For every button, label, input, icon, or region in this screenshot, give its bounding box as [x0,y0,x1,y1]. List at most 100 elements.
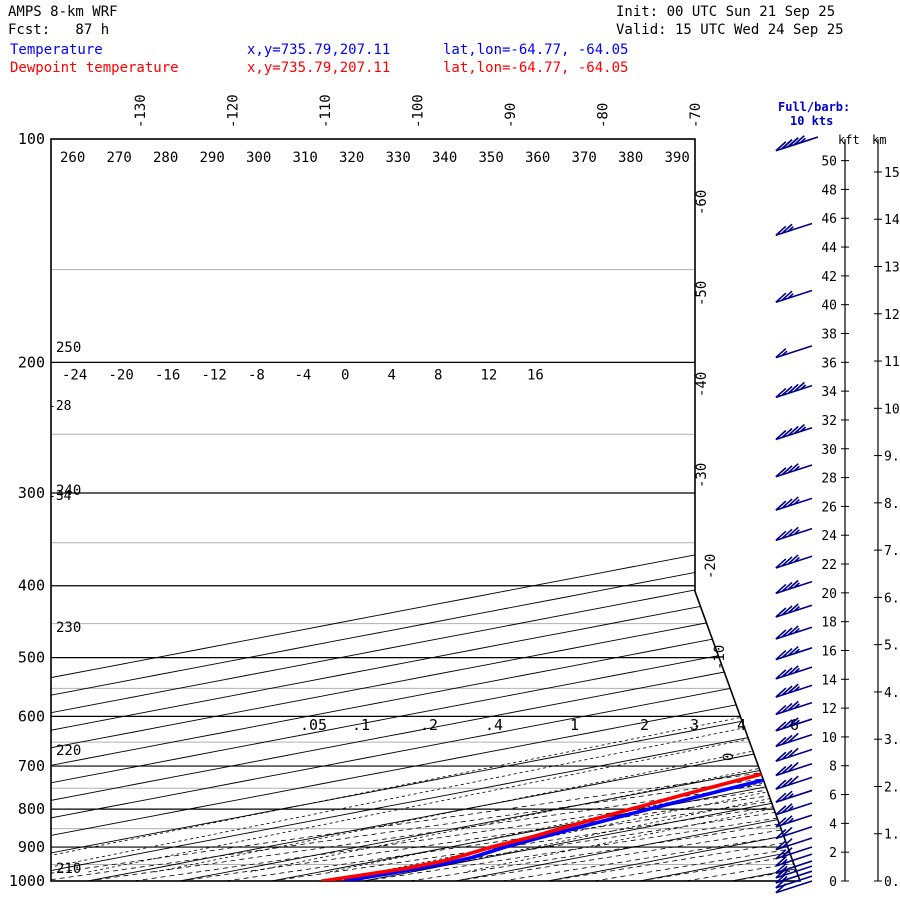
wind-barb-full [775,649,787,661]
km-tick-label: 2. [884,780,900,795]
km-tick-label: 8. [884,497,900,512]
wind-barb-full [787,625,799,636]
isotherm-label-top: -130 [133,94,149,128]
moist-adiabat-line [639,139,800,881]
moist-adiabat-line [731,139,800,881]
isotherm-label-200mb: -4 [295,367,312,383]
isotherm-line [87,139,800,881]
isotherm-line [51,139,800,881]
moist-adiabat-line [363,139,800,881]
km-tick-label: 15. [884,166,900,181]
wind-barb-full [781,763,793,775]
km-tick-label: 3. [884,733,900,748]
wind-barb-half [793,703,800,709]
wind-barb-full [787,463,799,474]
wind-barb-shaft [775,289,813,303]
wind-barb-full [775,817,787,828]
wind-barb-full [775,687,787,698]
theta-label-top: 270 [107,150,132,166]
temperature-trace [343,139,800,881]
mixing-ratio-label: 3 [690,716,699,734]
isotherm-label-200mb: 16 [527,367,544,383]
isotherm-line [51,139,800,881]
kft-tick-label: 40 [821,299,837,314]
kft-tick-label: 2 [829,846,837,861]
wind-barb-full [775,558,787,569]
isotherm-label-200mb: 4 [388,367,396,383]
wind-barb-half [781,875,788,882]
wind-barb-shaft [775,555,813,569]
kft-tick-label: 10 [821,731,837,746]
isotherm-label-200mb: 8 [434,367,442,383]
theta-label-top: 370 [572,150,597,166]
wind-barb-full [781,685,793,696]
moist-adiabat-line [179,139,800,881]
wind-barb-full [781,803,793,814]
pressure-tick-label: 100 [18,130,45,148]
kft-tick-label: 42 [821,270,837,285]
isotherm-label-200mb: -20 [109,367,134,383]
wind-barb-half [793,648,800,655]
theta-label-top: 380 [618,150,643,166]
wind-barb-full [775,863,787,874]
theta-label-top: 350 [479,150,504,166]
isotherm-label-top: -80 [596,103,612,128]
isotherm-label-top: -70 [688,103,704,128]
pressure-tick-label: 1000 [9,872,45,890]
wind-barb-shaft [775,802,813,816]
km-axis-title: km [872,133,887,147]
kft-tick-label: 16 [821,644,837,659]
isotherm-label-top: -110 [318,94,334,128]
kft-tick-label: 46 [821,212,837,227]
wind-barb-half [799,137,806,144]
isotherm-line [51,139,800,881]
wind-barb-full [781,556,793,567]
mixing-ratio-line [51,214,800,873]
kft-tick-label: 38 [821,328,837,343]
wind-barb-full [781,847,793,858]
mixing-ratio-label: 1 [570,716,579,734]
isotherm-line [51,139,800,881]
wind-barb-shaft [775,527,813,542]
wind-barb-shaft [775,776,813,790]
wind-barb-full [775,721,787,732]
mixing-ratio-line [88,139,800,873]
km-tick-label: 14. [884,213,900,228]
wind-barb-full [787,603,799,614]
wind-barb-full [781,734,793,745]
wind-barb-full [781,647,793,659]
wind-barb-full [787,526,799,537]
isotherm-line [547,139,800,881]
wind-barb-full [775,429,787,441]
theta-label-left: 230 [56,620,81,636]
dewpoint-trace [320,139,800,881]
wind-barb-full [787,683,799,694]
moist-adiabat-line [51,139,800,881]
wind-barb-full [781,427,793,439]
wind-barb-half [781,865,788,872]
moist-adiabat-line [409,139,800,881]
km-tick-label: 1. [884,828,900,843]
isotherm-label-right: -40 [694,372,710,397]
moist-adiabat-line [593,139,800,881]
wind-barb-full [775,629,787,640]
kft-tick-label: 24 [821,529,837,544]
wind-barb-full [781,719,793,730]
wind-barb-full [775,856,787,867]
moist-adiabat-line [271,139,800,881]
wind-barb-full [775,883,787,894]
isotherm-label-right: -60 [694,190,710,215]
wind-barb-full [775,805,787,816]
pressure-tick-label: 900 [18,838,45,856]
theta-label-top: 340 [432,150,457,166]
barb-legend-units: 10 kts [790,114,834,128]
isotherm-label-200mb: -12 [202,367,227,383]
wind-barb-full [781,667,793,678]
km-tick-label: 13. [884,261,900,276]
isotherm-line [51,139,800,881]
wind-barb-full [781,627,793,638]
moist-adiabat-line [51,139,800,881]
wind-barb-full [775,530,787,541]
wind-barb-full [781,790,793,801]
